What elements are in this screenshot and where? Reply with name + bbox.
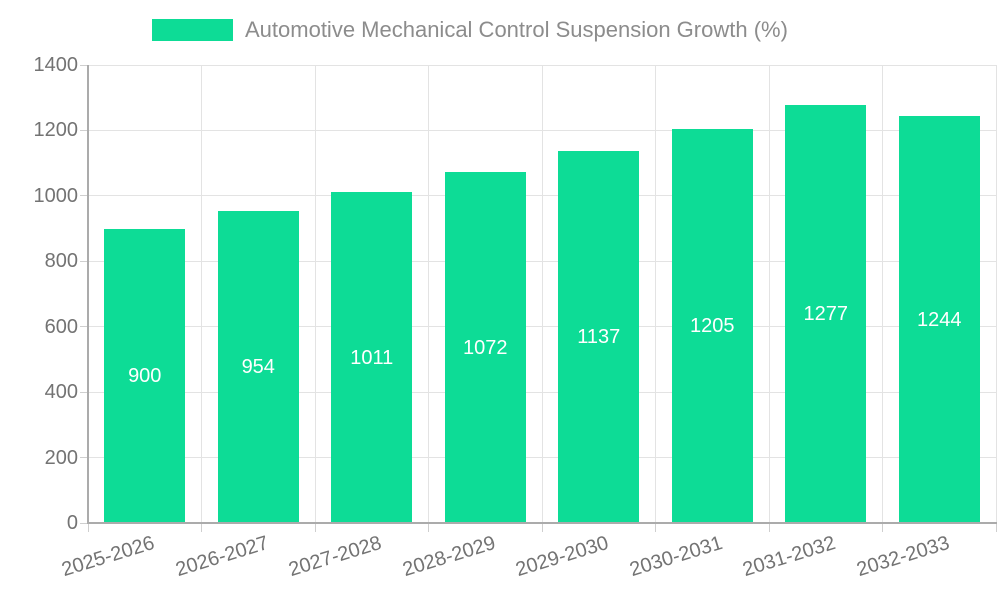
x-axis-tick-label: 2029-2030 bbox=[513, 532, 612, 582]
bar[interactable] bbox=[558, 151, 640, 522]
bar[interactable] bbox=[217, 210, 299, 522]
y-axis-tick-label: 200 bbox=[44, 446, 78, 469]
x-axis-tick-label: 2032-2033 bbox=[853, 532, 952, 582]
bar[interactable] bbox=[331, 192, 413, 522]
y-axis-tick bbox=[80, 260, 88, 262]
y-axis-tick-label: 1400 bbox=[33, 54, 79, 76]
x-axis-tick bbox=[541, 524, 543, 532]
bar[interactable] bbox=[444, 172, 526, 522]
bar[interactable] bbox=[671, 128, 753, 522]
y-axis-tick-label: 1000 bbox=[33, 184, 79, 207]
x-gridline bbox=[428, 65, 429, 523]
x-axis-tick-label: 2028-2029 bbox=[399, 532, 498, 582]
y-axis-tick bbox=[80, 195, 88, 197]
x-axis-tick-label: 2027-2028 bbox=[286, 532, 385, 582]
y-axis-tick-label: 1200 bbox=[33, 119, 79, 142]
y-axis-line bbox=[87, 65, 89, 524]
y-axis-tick bbox=[80, 129, 88, 131]
y-axis-tick bbox=[80, 457, 88, 459]
y-axis-tick-label: 600 bbox=[44, 315, 78, 338]
x-axis-tick bbox=[882, 524, 883, 532]
x-gridline bbox=[201, 65, 202, 523]
x-axis-tick bbox=[87, 524, 89, 532]
x-axis-tick bbox=[995, 524, 997, 532]
legend[interactable]: Automotive Mechanical Control Suspension… bbox=[152, 17, 788, 43]
y-axis-tick bbox=[80, 64, 88, 66]
x-axis-tick bbox=[428, 524, 429, 532]
bar[interactable] bbox=[898, 116, 980, 522]
legend-swatch[interactable] bbox=[152, 19, 233, 41]
y-axis-tick-label: 0 bbox=[66, 512, 78, 534]
x-axis-tick-label: 2026-2027 bbox=[172, 532, 271, 582]
x-axis-tick-label: 2030-2031 bbox=[626, 532, 725, 582]
bar[interactable] bbox=[104, 228, 186, 522]
y-axis-tick bbox=[80, 522, 88, 524]
x-gridline bbox=[541, 65, 543, 523]
x-axis-line bbox=[87, 522, 997, 524]
y-axis-tick bbox=[80, 326, 88, 328]
x-axis-tick bbox=[201, 524, 202, 532]
x-axis-tick-label: 2025-2026 bbox=[59, 532, 158, 582]
x-gridline bbox=[768, 65, 770, 523]
x-gridline bbox=[314, 65, 316, 523]
x-axis-tick bbox=[314, 524, 316, 532]
chart-title[interactable]: Automotive Mechanical Control Suspension… bbox=[245, 17, 788, 42]
y-axis-tick bbox=[80, 391, 88, 393]
x-axis-tick-label: 2031-2032 bbox=[740, 532, 839, 582]
x-gridline bbox=[655, 65, 656, 523]
bar[interactable] bbox=[785, 105, 867, 522]
x-gridline bbox=[995, 65, 997, 523]
x-axis-tick bbox=[655, 524, 656, 532]
y-axis-tick-label: 400 bbox=[44, 381, 78, 404]
x-axis-tick bbox=[768, 524, 770, 532]
x-gridline bbox=[882, 65, 883, 523]
y-axis-tick-label: 800 bbox=[44, 250, 78, 273]
